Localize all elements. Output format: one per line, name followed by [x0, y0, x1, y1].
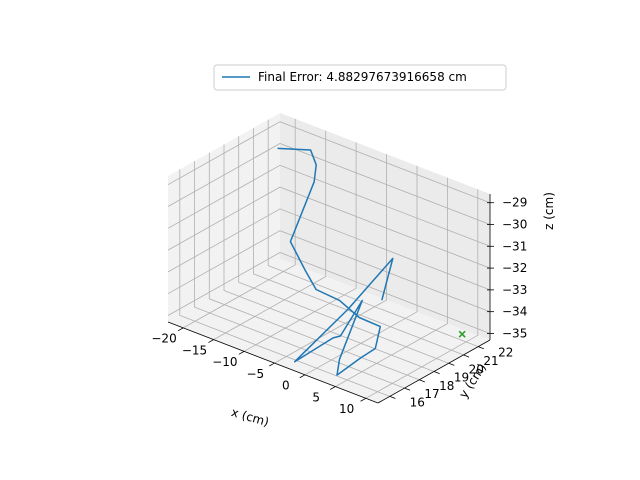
x-tick-mark	[329, 386, 336, 390]
x-tick-label: 10	[339, 402, 354, 416]
x-axis-line	[167, 321, 379, 404]
y-tick-label: 21	[483, 354, 498, 368]
y-tick-mark	[478, 346, 484, 350]
z-grid-line	[167, 230, 491, 313]
x-grid-line	[335, 177, 448, 387]
x-grid-line	[274, 154, 387, 364]
x-tick-label: 5	[312, 390, 320, 404]
x-tick-label: 0	[282, 379, 290, 393]
z-grid-line	[167, 208, 491, 291]
x-tick-label: −15	[182, 343, 207, 357]
y-tick-mark	[433, 371, 440, 375]
y-tick-mark	[448, 362, 455, 366]
z-grid-line	[167, 186, 491, 269]
series-layer	[277, 147, 394, 376]
x-tick-mark	[238, 350, 245, 355]
x-tick-mark	[208, 339, 214, 343]
y-tick-label: 18	[439, 379, 454, 393]
grid-lines	[167, 118, 491, 399]
y-grid-line	[267, 119, 479, 347]
x-tick-label: −10	[212, 355, 237, 369]
back-pane	[280, 113, 490, 340]
x-tick-label: −5	[246, 367, 264, 381]
z-tick-label: −34	[502, 305, 527, 319]
z-tick-label: −31	[502, 239, 527, 253]
z-tick-label: −33	[502, 283, 527, 297]
y-grid-line	[194, 161, 405, 389]
z-grid-line	[167, 252, 491, 334]
marker-layer	[458, 330, 466, 338]
legend: Final Error: 4.88297673916658 cm	[213, 64, 507, 91]
z-tick-label: −35	[502, 326, 527, 340]
z-tick-label: −30	[502, 218, 527, 232]
y-tick-label: 17	[424, 387, 439, 401]
series-line	[277, 147, 394, 376]
y-grid-line	[179, 169, 390, 397]
z-grid-line	[167, 121, 491, 204]
marker-stroke	[458, 330, 466, 338]
final-target-marker	[458, 330, 466, 338]
x-axis-label: x (cm)	[230, 405, 271, 429]
y-tick-label: 22	[498, 346, 513, 360]
x-tick-mark	[360, 397, 367, 402]
x-grid-line	[365, 189, 479, 399]
x-grid-line	[213, 130, 327, 340]
y-tick-label: 19	[454, 371, 469, 385]
legend-entry-label: Final Error: 4.88297673916658 cm	[258, 70, 467, 84]
y-tick-label: 20	[469, 362, 484, 376]
y-tick-mark	[404, 387, 411, 391]
legend-frame	[213, 64, 507, 91]
z-grid-line	[167, 143, 491, 225]
y-tick-label: 16	[410, 395, 425, 409]
y-tick-mark	[463, 354, 470, 358]
x-grid-line	[243, 142, 357, 352]
x-tick-mark	[299, 374, 306, 379]
y-tick-mark	[389, 395, 396, 399]
x-tick-mark	[269, 362, 275, 367]
x-grid-line	[183, 118, 296, 329]
x-tick-label: −20	[151, 332, 176, 346]
y-tick-mark	[419, 379, 426, 383]
z-axis-label: z (cm)	[542, 192, 556, 230]
y-grid-line	[253, 127, 464, 356]
y-grid-line	[223, 144, 435, 372]
z-tick-label: −29	[502, 196, 527, 210]
tick-marks	[177, 202, 494, 402]
z-tick-label: −32	[502, 261, 527, 275]
x-tick-mark	[177, 327, 184, 332]
y-grid-line	[208, 152, 420, 381]
z-grid-line	[167, 164, 491, 247]
